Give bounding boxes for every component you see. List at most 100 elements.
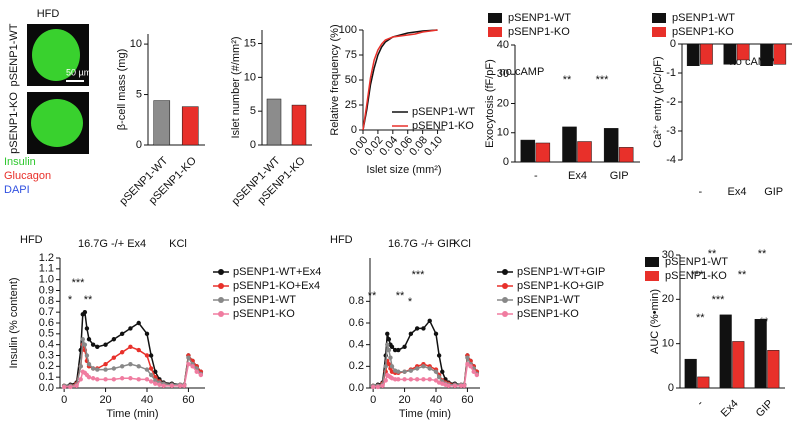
point xyxy=(375,384,381,390)
point xyxy=(103,361,108,367)
point xyxy=(392,347,398,353)
legend-label: pSENP1-WT xyxy=(233,294,296,306)
y-tick-label: 0.2 xyxy=(349,360,364,372)
annotation: *** xyxy=(72,277,86,289)
point xyxy=(414,326,420,331)
legend-swatch xyxy=(645,257,659,267)
bar xyxy=(700,43,713,65)
point xyxy=(119,350,125,355)
point xyxy=(427,377,432,382)
point xyxy=(186,361,191,367)
y-tick-label: 0.2 xyxy=(39,360,54,372)
y-tick-label: 100 xyxy=(339,24,357,36)
point xyxy=(119,364,125,369)
point xyxy=(389,344,395,350)
y-tick-label: 30 xyxy=(497,68,509,80)
point xyxy=(190,364,195,369)
legend-label: pSENP1-WT+Ex4 xyxy=(233,266,321,278)
islet-stain xyxy=(32,29,80,81)
x-tick-label: Ex4 xyxy=(719,398,741,420)
point xyxy=(402,369,407,374)
y-tick-label: 50 xyxy=(345,74,357,86)
point xyxy=(383,378,388,383)
point xyxy=(383,364,388,369)
point xyxy=(386,361,392,367)
y-axis-label: Ca²⁺ entry (pC/pF) xyxy=(652,56,664,147)
point xyxy=(90,376,96,381)
point xyxy=(144,367,150,372)
y-tick-label: 75 xyxy=(345,49,357,61)
x-tick-label: 0.10 xyxy=(422,134,445,158)
point xyxy=(386,337,392,342)
annotation: no cAMP xyxy=(500,66,545,78)
point xyxy=(86,361,92,367)
point xyxy=(396,377,401,382)
legend-marker xyxy=(218,269,224,275)
y-tick-label: -2 xyxy=(666,96,676,108)
stain-label: Insulin xyxy=(4,156,36,168)
point xyxy=(389,364,395,369)
point xyxy=(95,344,100,350)
point xyxy=(111,355,117,360)
y-tick-label: 0 xyxy=(250,139,256,151)
x-tick-label: 60 xyxy=(182,394,194,406)
annotation: ** xyxy=(563,74,572,86)
point xyxy=(90,366,96,371)
row-label: pSENP1-KO xyxy=(8,92,20,154)
y-tick-label: 0.4 xyxy=(349,339,364,351)
legend-marker xyxy=(218,311,224,317)
point xyxy=(128,344,133,350)
point xyxy=(177,383,183,389)
y-tick-label: 0.6 xyxy=(39,317,54,329)
annotation: ** xyxy=(368,290,377,302)
point xyxy=(84,353,90,358)
point xyxy=(161,383,166,389)
bar xyxy=(291,104,307,146)
point xyxy=(421,326,426,331)
point xyxy=(388,355,393,360)
y-axis-label: Islet number (#/mm²) xyxy=(230,36,242,138)
point xyxy=(128,326,133,331)
bar xyxy=(686,43,700,66)
point xyxy=(136,320,141,326)
point xyxy=(386,347,392,353)
legend-label: pSENP1-WT+GIP xyxy=(517,266,605,278)
point xyxy=(153,369,158,374)
point xyxy=(446,383,451,389)
legend-swatch xyxy=(645,271,659,281)
point xyxy=(468,364,473,369)
point xyxy=(452,383,458,389)
bar xyxy=(754,319,767,389)
annotation: * xyxy=(408,296,413,308)
point xyxy=(144,377,150,382)
point xyxy=(462,383,467,389)
point xyxy=(198,372,204,378)
x-axis-label: Time (min) xyxy=(106,408,158,420)
y-tick-label: 0 xyxy=(351,124,357,136)
x-tick-label: 20 xyxy=(99,394,111,406)
y-tick-label: 10 xyxy=(130,38,142,50)
x-axis-label: Time (min) xyxy=(399,408,451,420)
point xyxy=(182,383,187,389)
annotation: ** xyxy=(738,269,747,281)
x-tick-label: 20 xyxy=(398,394,410,406)
islet-stain xyxy=(31,99,83,147)
y-tick-label: -1 xyxy=(666,67,676,79)
point xyxy=(421,377,426,382)
point xyxy=(402,344,407,350)
legend-marker xyxy=(502,297,508,303)
legend-label: pSENP1-KO xyxy=(412,120,474,132)
x-tick-label: GIP xyxy=(764,186,783,198)
y-tick-label: 0 xyxy=(670,38,676,50)
point xyxy=(111,337,117,342)
point xyxy=(396,369,401,374)
bar xyxy=(697,376,710,389)
point xyxy=(148,353,154,358)
point xyxy=(128,361,133,367)
point xyxy=(433,331,439,337)
point xyxy=(440,369,445,374)
bar xyxy=(618,147,634,163)
point xyxy=(80,337,85,342)
annotation: ** xyxy=(758,248,767,260)
point xyxy=(153,378,158,383)
